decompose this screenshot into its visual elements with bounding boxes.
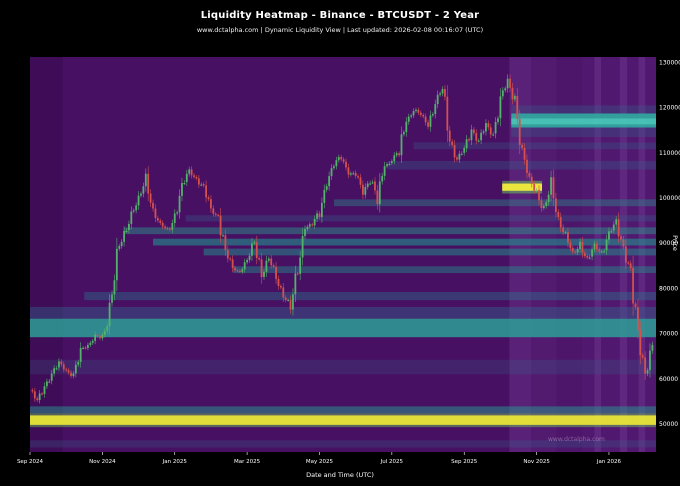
liquidity-band xyxy=(84,292,656,301)
liquidity-band xyxy=(30,440,656,448)
liquidity-band xyxy=(333,199,656,207)
liquidity-band xyxy=(388,160,656,170)
watermark: www.dctalpha.com xyxy=(548,436,605,443)
chart-subtitle: www.dctalpha.com | Dynamic Liquidity Vie… xyxy=(196,26,484,34)
chart-title: Liquidity Heatmap - Binance - BTCUSDT - … xyxy=(200,10,480,21)
liquidity-band xyxy=(30,406,656,414)
liquidity-band xyxy=(185,215,656,222)
x-tick-label: Mar 2025 xyxy=(234,459,261,465)
x-tick-label: Nov 2025 xyxy=(523,459,550,465)
liquidity-band xyxy=(124,227,656,235)
x-tick-label: Sep 2024 xyxy=(17,459,44,465)
liquidity-band xyxy=(413,142,656,150)
x-tick-label: May 2025 xyxy=(306,459,334,465)
x-tick-label: Jul 2025 xyxy=(380,459,404,465)
liquidity-band xyxy=(30,318,656,338)
y-tick-label: 110000 xyxy=(659,150,680,157)
liquidity-band xyxy=(502,183,543,191)
liquidity-band xyxy=(30,359,656,375)
liquidity-band xyxy=(153,238,656,246)
liquidity-band xyxy=(30,415,656,425)
liquidity-band xyxy=(232,266,656,274)
x-tick-label: Sep 2025 xyxy=(451,459,478,465)
x-tick-label: Jan 2025 xyxy=(162,459,188,465)
y-axis-label: Price xyxy=(671,235,679,251)
x-tick-label: Jan 2026 xyxy=(596,459,622,465)
y-tick-label: 90000 xyxy=(659,240,678,247)
x-axis-label: Date and Time (UTC) xyxy=(306,471,374,479)
y-tick-label: 80000 xyxy=(659,285,678,292)
y-tick-label: 100000 xyxy=(659,195,680,202)
y-tick-label: 120000 xyxy=(659,105,680,112)
y-tick-label: 130000 xyxy=(659,59,680,66)
liquidity-band xyxy=(203,248,656,256)
y-tick-label: 50000 xyxy=(659,421,678,428)
y-tick-label: 60000 xyxy=(659,376,678,383)
x-tick-label: Nov 2024 xyxy=(89,459,116,465)
liquidity-band xyxy=(30,306,656,319)
y-tick-label: 70000 xyxy=(659,331,678,338)
liquidity-band xyxy=(511,118,656,125)
